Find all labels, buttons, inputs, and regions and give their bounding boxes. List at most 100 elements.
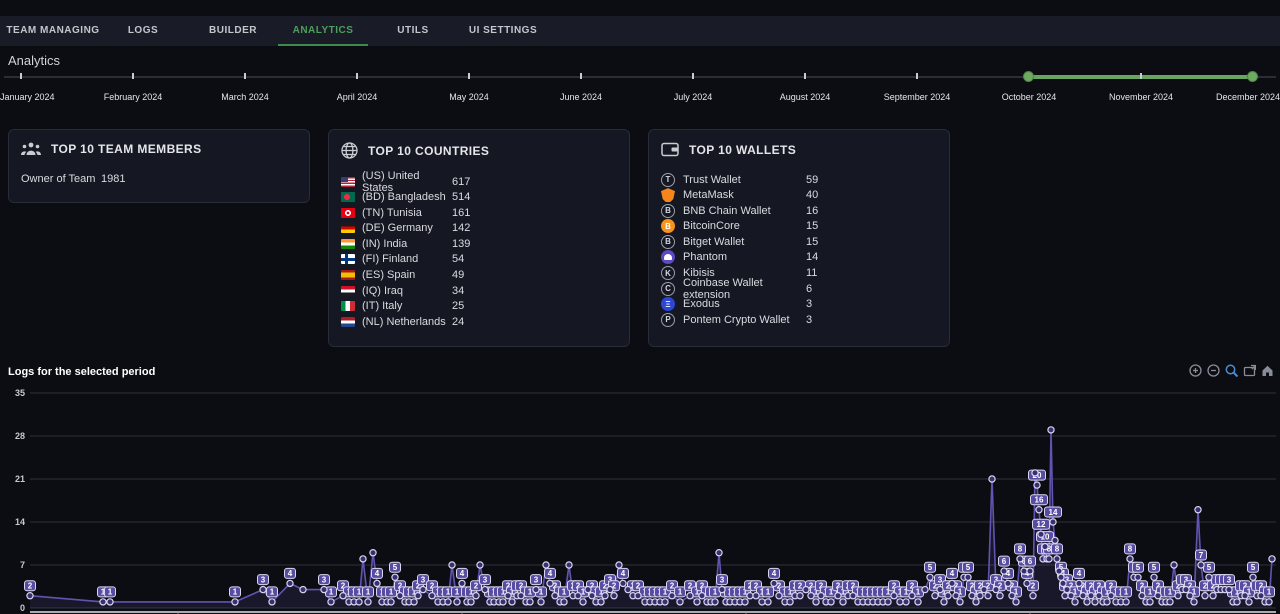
log-point[interactable] (444, 598, 452, 606)
log-point[interactable] (944, 591, 952, 600)
log-point[interactable] (606, 585, 614, 594)
log-point[interactable] (1126, 555, 1134, 563)
log-point[interactable] (1174, 591, 1182, 600)
log-point[interactable] (1205, 573, 1213, 581)
log-point[interactable] (634, 591, 642, 600)
log-point[interactable] (619, 579, 627, 588)
log-point[interactable] (746, 591, 754, 600)
log-point[interactable] (565, 561, 573, 569)
log-point[interactable] (1063, 585, 1071, 594)
log-point[interactable] (414, 591, 422, 600)
log-point[interactable] (812, 598, 820, 606)
log-point[interactable] (786, 598, 794, 606)
log-point[interactable] (106, 598, 114, 606)
log-point[interactable] (908, 591, 916, 600)
log-point[interactable] (1182, 585, 1190, 594)
log-point[interactable] (467, 598, 475, 606)
log-point[interactable] (339, 591, 347, 600)
log-point[interactable] (980, 585, 988, 594)
log-point[interactable] (988, 475, 996, 483)
log-point[interactable] (839, 598, 847, 606)
log-point[interactable] (1067, 591, 1075, 600)
log-point[interactable] (834, 591, 842, 600)
log-point[interactable] (1041, 542, 1049, 551)
log-point[interactable] (99, 598, 107, 606)
log-point[interactable] (1057, 573, 1065, 581)
log-point[interactable] (537, 598, 545, 606)
log-point[interactable] (807, 591, 815, 600)
log-point[interactable] (1166, 598, 1174, 606)
log-point[interactable] (1091, 598, 1099, 606)
log-point[interactable] (940, 598, 948, 606)
logs-chart[interactable]: 0714212835211131431211114111521112321111… (0, 385, 1280, 614)
log-point[interactable] (355, 598, 363, 606)
log-point[interactable] (752, 591, 760, 600)
log-point[interactable] (1055, 567, 1063, 575)
log-point[interactable] (499, 598, 507, 606)
autoscale-icon[interactable] (1243, 364, 1256, 377)
log-point[interactable] (458, 579, 466, 588)
log-point[interactable] (1004, 579, 1012, 588)
log-point[interactable] (1000, 567, 1008, 575)
log-point[interactable] (718, 585, 726, 594)
log-point[interactable] (364, 598, 372, 606)
log-point[interactable] (741, 598, 749, 606)
log-point[interactable] (1037, 530, 1045, 538)
log-point[interactable] (926, 573, 934, 581)
log-point[interactable] (579, 598, 587, 606)
log-point[interactable] (560, 598, 568, 606)
log-point[interactable] (1012, 598, 1020, 606)
log-point[interactable] (936, 585, 944, 594)
log-point[interactable] (1079, 591, 1087, 600)
log-point[interactable] (1051, 536, 1059, 545)
log-point[interactable] (1075, 579, 1083, 588)
log-point[interactable] (715, 548, 723, 557)
log-point[interactable] (1146, 598, 1154, 606)
log-point[interactable] (1031, 469, 1039, 477)
log-point[interactable] (1053, 555, 1061, 563)
log-point[interactable] (476, 561, 484, 569)
log-point[interactable] (1059, 579, 1067, 588)
log-point[interactable] (992, 585, 1000, 594)
log-point[interactable] (1033, 481, 1041, 489)
tab-ui-settings[interactable]: UI SETTINGS (468, 24, 538, 36)
log-point[interactable] (1241, 591, 1249, 600)
log-point[interactable] (1134, 573, 1142, 581)
log-point[interactable] (764, 598, 772, 606)
log-point[interactable] (1016, 555, 1024, 563)
log-point[interactable] (1268, 555, 1276, 563)
log-point[interactable] (231, 598, 239, 606)
tab-team-managing[interactable]: TEAM MANAGING (6, 24, 100, 36)
log-point[interactable] (610, 591, 618, 600)
log-point[interactable] (1225, 585, 1233, 594)
log-point[interactable] (1095, 591, 1103, 600)
zoom-out-icon[interactable] (1207, 364, 1220, 377)
log-point[interactable] (26, 591, 34, 600)
log-point[interactable] (817, 591, 825, 600)
log-point[interactable] (698, 591, 706, 600)
log-point[interactable] (972, 598, 980, 606)
log-point[interactable] (286, 579, 294, 588)
log-point[interactable] (526, 598, 534, 606)
log-point[interactable] (1249, 573, 1257, 581)
log-point[interactable] (546, 579, 554, 588)
log-point[interactable] (588, 591, 596, 600)
log-point[interactable] (758, 598, 766, 606)
log-point[interactable] (964, 573, 972, 581)
log-point[interactable] (693, 598, 701, 606)
log-point[interactable] (601, 591, 609, 600)
log-point[interactable] (1026, 567, 1034, 575)
tab-analytics[interactable]: ANALYTICS (278, 16, 368, 46)
log-point[interactable] (1083, 598, 1091, 606)
log-point[interactable] (428, 591, 436, 600)
log-point[interactable] (359, 555, 367, 563)
log-point[interactable] (1047, 426, 1055, 434)
log-point[interactable] (849, 591, 857, 600)
log-point[interactable] (902, 598, 910, 606)
log-point[interactable] (1138, 591, 1146, 600)
log-point[interactable] (268, 598, 276, 606)
log-point[interactable] (1194, 505, 1202, 514)
zoom-in-icon[interactable] (1189, 364, 1202, 377)
log-point[interactable] (1071, 598, 1079, 606)
log-point[interactable] (827, 598, 835, 606)
